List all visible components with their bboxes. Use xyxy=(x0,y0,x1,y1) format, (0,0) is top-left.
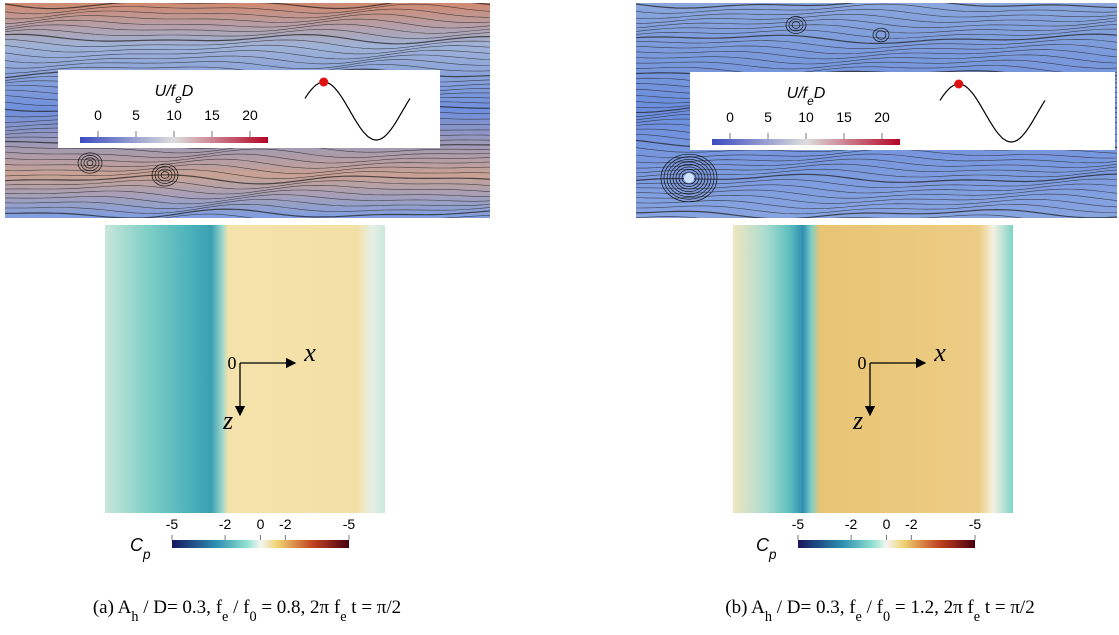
x-axis-label: x xyxy=(933,338,946,367)
z-axis-label: z xyxy=(222,406,233,435)
colorbar-tick-label: 0 xyxy=(94,107,102,123)
pressure-map xyxy=(733,225,1013,513)
caption-part: (a) xyxy=(93,597,118,618)
caption-part: t = π/2 xyxy=(347,597,402,618)
colorbar-title: Cp xyxy=(130,535,151,562)
caption-part: = 1.2, 2π xyxy=(890,597,967,618)
colorbar xyxy=(172,540,349,548)
caption: (a) Ah / D= 0.3, fe / f0 = 0.8, 2π fe t … xyxy=(93,597,401,625)
caption-part: / xyxy=(862,597,877,618)
colorbar-title-part: C xyxy=(130,535,144,555)
colorbar-title-part: U/f xyxy=(155,83,177,100)
colorbar-title-part: D xyxy=(814,85,826,102)
colorbar-tick-label: 10 xyxy=(166,107,182,123)
colorbar xyxy=(712,139,900,145)
colorbar-title-part: p xyxy=(768,547,777,562)
caption-part: 0 xyxy=(883,609,890,625)
colorbar-tick-label: 0 xyxy=(883,516,891,532)
caption-part: / D= 0.3, xyxy=(138,597,215,618)
caption-part: / D= 0.3, xyxy=(772,597,849,618)
colorbar-tick-label: 15 xyxy=(836,109,852,125)
colorbar-tick-label: -5 xyxy=(343,516,356,532)
caption-part: / xyxy=(228,597,243,618)
caption-part: h xyxy=(131,609,138,625)
colorbar-tick-label: 20 xyxy=(242,107,258,123)
colorbar-title-part: U/f xyxy=(787,85,809,102)
colorbar-tick-label: 5 xyxy=(132,107,140,123)
colorbar-tick-label: -2 xyxy=(219,516,232,532)
vortex-core xyxy=(684,173,694,183)
colorbar-tick-label: -2 xyxy=(905,516,918,532)
panel: U/feD051015200xzCp-5-20-2-5(a) Ah / D= 0… xyxy=(5,0,495,625)
colorbar-tick-label: 10 xyxy=(798,109,814,125)
colorbar-title: Cp xyxy=(756,535,777,562)
colorbar-tick-label: -5 xyxy=(166,516,179,532)
colorbar-title-part: C xyxy=(756,535,770,555)
panel: U/feD051015200xzCp-5-20-2-5(b) Ah / D= 0… xyxy=(636,0,1119,625)
pressure-map xyxy=(105,225,385,513)
axis-origin: 0 xyxy=(858,353,867,373)
colorbar-tick-label: 0 xyxy=(257,516,265,532)
colorbar-tick-label: 15 xyxy=(204,107,220,123)
colorbar-tick-label: 0 xyxy=(726,109,734,125)
axis-origin: 0 xyxy=(228,353,237,373)
colorbar-title-part: p xyxy=(142,547,151,562)
phase-marker xyxy=(954,80,963,89)
caption: (b) Ah / D= 0.3, fe / f0 = 1.2, 2π fe t … xyxy=(725,597,1034,625)
legend-box xyxy=(690,72,1115,150)
caption-part: A xyxy=(118,597,132,618)
colorbar-tick-label: -2 xyxy=(279,516,292,532)
colorbar xyxy=(80,137,268,143)
colorbar xyxy=(798,540,975,548)
caption-part: h xyxy=(765,609,772,625)
colorbar-tick-label: -2 xyxy=(845,516,858,532)
colorbar-tick-label: -5 xyxy=(792,516,805,532)
caption-part: = 0.8, 2π xyxy=(257,597,334,618)
caption-part: A xyxy=(751,597,765,618)
figure: U/feD051015200xzCp-5-20-2-5(a) Ah / D= 0… xyxy=(0,0,1119,635)
colorbar-tick-label: 5 xyxy=(764,109,772,125)
caption-part: (b) xyxy=(725,597,751,618)
phase-marker xyxy=(319,78,328,87)
colorbar-tick-label: 20 xyxy=(874,109,890,125)
x-axis-label: x xyxy=(303,338,316,367)
colorbar-tick-label: -5 xyxy=(969,516,982,532)
caption-part: t = π/2 xyxy=(980,597,1035,618)
caption-part: 0 xyxy=(249,609,256,625)
colorbar-title-part: D xyxy=(182,83,194,100)
z-axis-label: z xyxy=(852,406,863,435)
